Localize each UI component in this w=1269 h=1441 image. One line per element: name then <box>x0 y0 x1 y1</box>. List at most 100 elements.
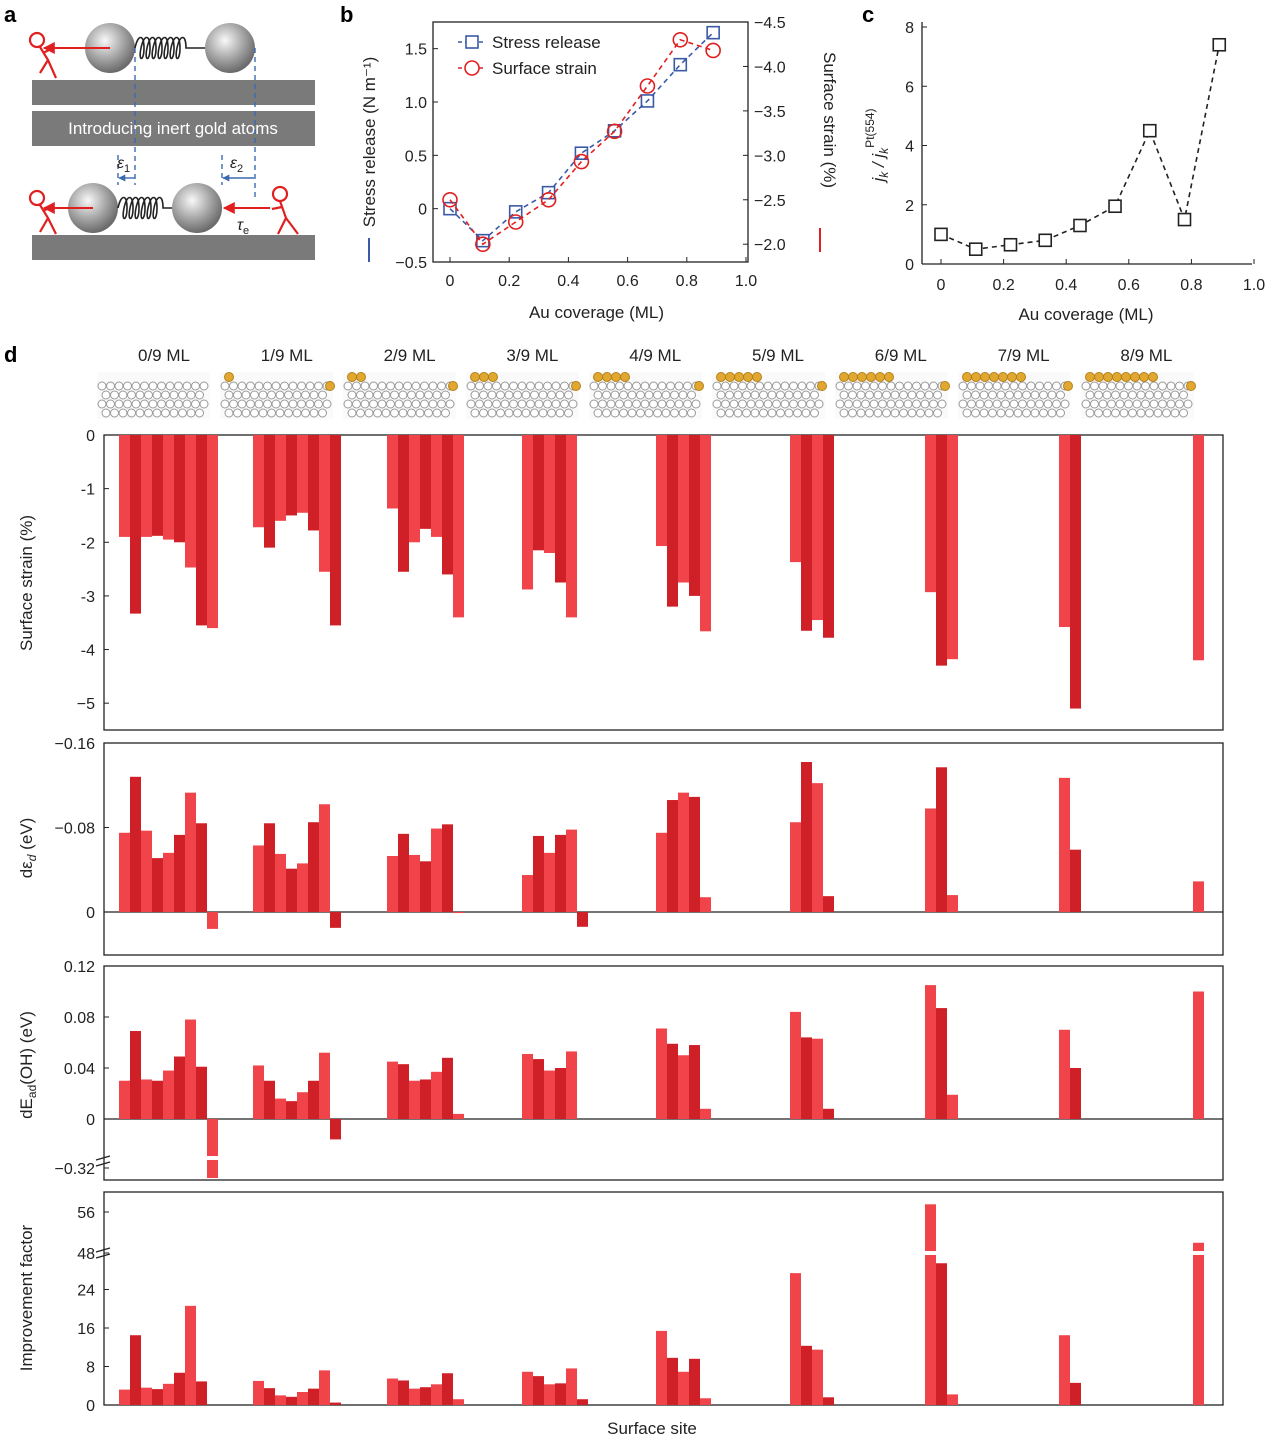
substrate-atom <box>716 390 726 400</box>
gold-atom <box>593 372 603 382</box>
substrate-atom <box>1085 390 1095 400</box>
chart-b-xlabel: Au coverage (ML) <box>529 303 664 322</box>
strain-bar <box>801 435 812 631</box>
strain-bar <box>264 435 275 548</box>
substrate-atom <box>97 399 107 409</box>
improvement-bar <box>286 1396 297 1405</box>
chart-b-legend-label: Surface strain <box>492 59 597 78</box>
substrate-atom <box>1026 381 1036 391</box>
oh-bar <box>812 1038 823 1119</box>
substrate-atom <box>530 390 539 400</box>
substrate-atom <box>920 381 930 391</box>
substrate-atom <box>1132 399 1142 409</box>
chart-c-xlabel: Au coverage (ML) <box>1018 305 1153 324</box>
oh-bar <box>667 1043 678 1119</box>
substrate-atom <box>534 381 544 391</box>
substrate-atom <box>649 381 658 391</box>
substrate-atom <box>856 408 866 418</box>
substrate-atom <box>394 399 404 409</box>
substrate-atom <box>555 390 565 400</box>
substrate-atom <box>182 399 192 409</box>
strain-bar <box>823 435 834 638</box>
substrate-atom <box>364 390 374 400</box>
chart-b-y2tick-label: −4.0 <box>754 59 786 76</box>
dband-bar <box>174 834 185 912</box>
chart-b-xtick-label: 0.6 <box>616 273 638 290</box>
improvement-bar <box>678 1371 689 1405</box>
substrate-atom <box>309 408 319 418</box>
oh-panel-frame <box>103 965 1224 1181</box>
substrate-atom <box>797 381 807 391</box>
oh-bar <box>319 1052 330 1119</box>
improvement-bar <box>544 1384 555 1405</box>
substrate-atom <box>258 390 268 400</box>
chart-c-point <box>968 242 983 256</box>
substrate-atom <box>712 399 722 409</box>
top-right-ball <box>205 23 255 73</box>
strain-bar <box>174 435 185 543</box>
substrate-atom <box>1124 381 1133 391</box>
strain-ytick-label: -3 <box>81 589 95 606</box>
coverage-label: 5/9 ML <box>752 346 804 365</box>
improvement-bar <box>141 1387 152 1405</box>
schematic-box-text: Introducing inert gold atoms <box>68 119 278 138</box>
substrate-atom <box>169 408 179 418</box>
substrate-atom <box>479 390 488 400</box>
substrate-atom <box>1119 390 1129 400</box>
substrate-atom <box>305 381 315 391</box>
chart-b-point <box>606 123 623 140</box>
coverage-label: 7/9 ML <box>998 346 1050 365</box>
improvement-bar <box>812 1349 823 1405</box>
oh-ytick-label: 0.12 <box>64 959 95 976</box>
chart-c-xtick-label: 0.2 <box>992 277 1014 294</box>
dband-bar <box>297 863 308 912</box>
substrate-atom <box>1018 399 1027 409</box>
substrate-atom <box>666 381 675 391</box>
oh-ylabel: dEad(OH) (eV) <box>17 1011 39 1119</box>
substrate-atom <box>636 390 645 400</box>
substrate-atom <box>373 408 382 418</box>
dband-bar <box>555 834 566 912</box>
substrate-atom <box>441 390 450 400</box>
substrate-atom <box>377 381 387 391</box>
substrate-atom <box>118 408 128 418</box>
dband-bar <box>163 852 174 912</box>
substrate-atom <box>513 390 522 400</box>
substrate-atom <box>318 408 327 418</box>
substrate-atom <box>1039 408 1048 418</box>
substrate-atom <box>687 408 696 418</box>
substrate-atom <box>127 390 136 400</box>
substrate-atom <box>475 381 484 391</box>
substrate-atom <box>199 381 209 391</box>
strain-bar <box>196 435 207 626</box>
substrate-atom <box>233 390 242 400</box>
improvement-bar <box>297 1392 308 1405</box>
schematic-panel: Introducing inert gold atoms ε1 ε2 <box>28 23 315 260</box>
gold-atom <box>325 381 335 391</box>
substrate-atom <box>1119 408 1129 418</box>
oh-bar <box>555 1068 566 1119</box>
improvement-bar <box>442 1373 453 1405</box>
improvement-bar <box>253 1380 264 1405</box>
substrate-atom <box>479 408 488 418</box>
substrate-atom <box>509 381 518 391</box>
substrate-atom <box>1145 390 1154 400</box>
dband-bar <box>141 830 152 912</box>
strain-bar <box>141 435 152 537</box>
substrate-atom <box>649 399 658 409</box>
substrate-atom <box>598 381 607 391</box>
oh-bar <box>387 1061 398 1119</box>
oh-bar-break <box>206 1156 219 1160</box>
substrate-atom <box>1043 399 1053 409</box>
substrate-atom <box>856 390 866 400</box>
improvement-bar <box>689 1358 700 1405</box>
substrate-atom <box>746 399 756 409</box>
chart-b-point <box>673 57 688 72</box>
strain-bar <box>700 435 711 632</box>
dband-bar <box>308 822 319 912</box>
substrate-atom <box>971 390 980 400</box>
strain-ylabel: Surface strain (%) <box>17 515 36 651</box>
substrate-atom <box>640 399 650 409</box>
substrate-atom <box>496 408 505 418</box>
bottom-right-ball <box>172 183 222 233</box>
